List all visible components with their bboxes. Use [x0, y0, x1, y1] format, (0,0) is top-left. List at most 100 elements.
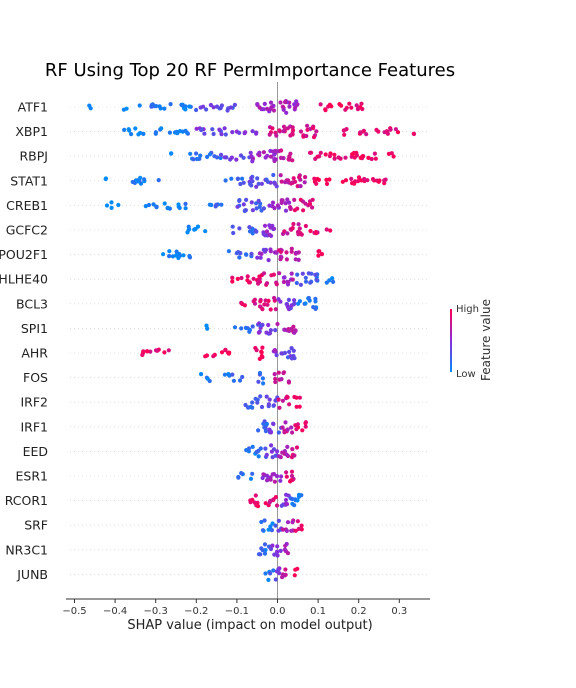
shap-point-gcfc2 [262, 223, 268, 228]
shap-point-rbpj [366, 155, 371, 160]
shap-point-esr1 [265, 473, 270, 478]
x-tick-label: −0.3 [144, 606, 168, 617]
shap-point-pou2f1 [249, 251, 254, 256]
shap-point-rbpj [169, 151, 174, 156]
shap-point-rbpj [250, 159, 255, 164]
shap-point-atf1 [232, 102, 237, 107]
shap-point-ahr [289, 356, 294, 361]
shap-point-creb1 [275, 203, 280, 208]
shap-point-bcl3 [285, 304, 290, 309]
shap-point-srf [280, 527, 286, 532]
shap-point-atf1 [294, 99, 299, 104]
shap-point-nr3c1 [262, 542, 268, 547]
shap-point-srf [260, 528, 266, 533]
shap-point-rbpj [268, 154, 274, 159]
feature-label-irf1: IRF1 [20, 419, 48, 434]
shap-point-bhlhe40 [290, 277, 295, 282]
shap-point-junb [277, 571, 282, 576]
shap-point-xbp1 [384, 129, 389, 134]
colorbar-title: Feature value [479, 299, 493, 381]
shap-point-junb [271, 568, 276, 573]
shap-point-bhlhe40 [274, 282, 279, 287]
shap-point-pou2f1 [278, 254, 283, 259]
shap-point-fos [276, 370, 281, 375]
shap-point-fos [286, 379, 291, 384]
shap-point-nr3c1 [282, 547, 287, 552]
shap-point-rcor1 [296, 492, 302, 497]
shap-point-fos [205, 376, 210, 381]
shap-point-ahr [140, 352, 145, 358]
feature-label-gcfc2: GCFC2 [6, 223, 48, 238]
shap-point-xbp1 [202, 131, 207, 136]
shap-point-eed [255, 449, 261, 454]
shap-point-bcl3 [266, 298, 271, 303]
shap-point-irf1 [267, 427, 272, 432]
shap-point-bcl3 [262, 302, 267, 307]
shap-point-srf [269, 528, 274, 533]
shap-point-creb1 [261, 206, 266, 211]
shap-point-stat1 [356, 175, 362, 180]
shap-point-fos [199, 372, 204, 377]
shap-point-spi1 [247, 329, 252, 334]
shap-point-irf2 [266, 402, 271, 407]
shap-point-srf [290, 520, 295, 525]
shap-point-junb [268, 571, 273, 576]
shap-point-atf1 [162, 106, 167, 111]
shap-point-fos [261, 381, 266, 386]
colorbar-gradient [450, 309, 452, 372]
feature-label-rbpj: RBPJ [20, 149, 49, 164]
shap-point-creb1 [254, 206, 259, 211]
shap-point-irf2 [287, 402, 292, 407]
shap-point-rcor1 [284, 502, 290, 507]
shap-point-irf1 [289, 425, 294, 430]
shap-point-srf [284, 528, 289, 534]
shap-point-irf2 [245, 405, 251, 410]
shap-point-rcor1 [283, 497, 289, 503]
shap-point-xbp1 [395, 130, 401, 135]
shap-point-irf2 [250, 405, 255, 410]
shap-point-gcfc2 [328, 228, 333, 233]
feature-label-bhlhe40: BHLHE40 [0, 272, 48, 287]
shap-point-bhlhe40 [303, 275, 308, 280]
shap-point-esr1 [284, 470, 289, 475]
shap-point-creb1 [104, 203, 110, 208]
shap-point-atf1 [318, 102, 323, 107]
shap-point-gcfc2 [272, 226, 277, 231]
shap-point-xbp1 [290, 132, 295, 137]
shap-point-bcl3 [292, 301, 297, 306]
shap-point-stat1 [256, 181, 261, 186]
shap-point-nr3c1 [256, 552, 262, 557]
feature-labels: ATF1 XBP1 RBPJ STAT1 CREB1 GCFC2 POU2F1 BHLHE40… [0, 100, 48, 582]
shap-point-atf1 [337, 102, 342, 107]
shap-point-rbpj [343, 155, 348, 160]
shap-point-gcfc2 [185, 230, 190, 235]
shap-point-pou2f1 [255, 255, 260, 260]
shap-point-junb [283, 572, 288, 577]
shap-point-esr1 [268, 477, 273, 482]
shap-point-xbp1 [237, 130, 242, 135]
shap-point-rbpj [278, 155, 284, 160]
shap-point-stat1 [223, 178, 228, 183]
shap-point-bhlhe40 [247, 280, 252, 285]
shap-point-creb1 [283, 208, 289, 213]
shap-point-irf1 [285, 427, 290, 432]
shap-point-nr3c1 [275, 549, 280, 555]
shap-point-ahr [203, 354, 208, 359]
shap-point-irf1 [290, 430, 295, 435]
shap-point-creb1 [219, 202, 224, 207]
shap-point-gcfc2 [230, 224, 235, 229]
shap-point-spi1 [243, 325, 248, 330]
shap-point-eed [280, 450, 285, 455]
shap-point-pou2f1 [258, 255, 263, 260]
shap-point-xbp1 [281, 124, 287, 129]
shap-point-gcfc2 [285, 231, 290, 236]
shap-point-bhlhe40 [277, 271, 282, 276]
shap-point-xbp1 [285, 126, 290, 131]
shap-point-pou2f1 [296, 257, 301, 262]
shap-point-creb1 [177, 205, 182, 211]
shap-point-creb1 [183, 206, 188, 211]
shap-point-pou2f1 [259, 251, 264, 256]
shap-point-ahr [291, 348, 296, 353]
shap-point-xbp1 [274, 133, 279, 138]
shap-point-xbp1 [219, 132, 224, 137]
